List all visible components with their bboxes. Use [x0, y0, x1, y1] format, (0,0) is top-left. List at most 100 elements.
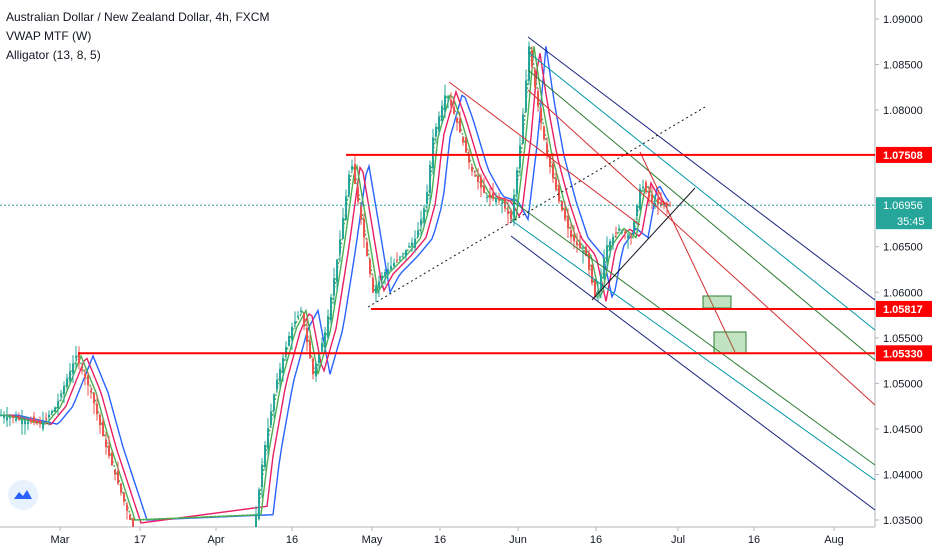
candle-body: [453, 106, 455, 114]
chart-legend: Australian Dollar / New Zealand Dollar, …: [6, 8, 269, 65]
candle-body: [306, 328, 308, 343]
candle-body: [348, 174, 350, 195]
y-tick-label: 1.05500: [883, 333, 923, 345]
candle-body: [654, 203, 656, 207]
candle-body: [465, 137, 467, 153]
current-price-label: 1.06956: [883, 200, 923, 212]
candle-body: [267, 428, 269, 449]
candle-body: [501, 203, 503, 205]
candle-body: [384, 272, 386, 277]
candle-body: [645, 182, 647, 193]
candle-body: [486, 196, 488, 198]
candle-body: [444, 95, 446, 112]
y-tick-label: 1.08000: [883, 105, 923, 117]
candle-body: [351, 166, 353, 170]
candle-body: [75, 356, 77, 359]
alligator-teeth-line: [0, 53, 670, 524]
candle-body: [357, 186, 359, 202]
candle-body: [30, 419, 32, 423]
candle-body: [0, 415, 2, 417]
projection-line: [639, 151, 736, 353]
candle-body: [303, 313, 305, 327]
tradingview-logo[interactable]: [8, 480, 38, 510]
y-tick-label: 1.04000: [883, 469, 923, 481]
candle-body: [633, 221, 635, 234]
candle-body: [111, 452, 113, 466]
candle-body: [330, 297, 332, 321]
candle-body: [279, 368, 281, 382]
candle-body: [57, 401, 59, 409]
candle-body: [318, 353, 320, 363]
x-tick-label: Apr: [207, 534, 224, 546]
candle-body: [375, 286, 377, 294]
candle-body: [117, 470, 119, 484]
candle-body: [432, 137, 434, 169]
candle-body: [411, 242, 413, 247]
candle-body: [441, 105, 443, 121]
candle-body: [42, 421, 44, 429]
candle-body: [78, 353, 80, 364]
candle-body: [291, 326, 293, 340]
candle-body: [297, 315, 299, 318]
candle-body: [321, 342, 323, 352]
candle-body: [54, 407, 56, 412]
candle-body: [498, 196, 500, 201]
alligator-jaw-line: [0, 46, 670, 521]
candle-body: [45, 417, 47, 419]
candle-body: [270, 411, 272, 426]
level-label-bg: [876, 146, 932, 163]
y-tick-label: 1.03500: [883, 515, 923, 527]
candle-body: [666, 204, 668, 206]
y-tick-label: 1.05000: [883, 378, 923, 390]
candle-body: [510, 211, 512, 220]
candle-body: [420, 219, 422, 226]
candle-body: [612, 236, 614, 246]
candle-body: [363, 219, 365, 238]
candle-body: [660, 202, 662, 206]
candle-body: [450, 100, 452, 106]
candle-body: [561, 201, 563, 211]
candle-body: [69, 371, 71, 382]
candle-body: [549, 155, 551, 168]
candle-body: [423, 208, 425, 223]
candle-body: [642, 186, 644, 188]
candle-body: [558, 185, 560, 202]
candle-body: [360, 206, 362, 220]
candle-body: [285, 346, 287, 356]
candle-body: [282, 357, 284, 373]
candle-body: [24, 420, 26, 425]
x-tick-label: Jun: [509, 534, 527, 546]
candle-body: [366, 242, 368, 256]
candle-body: [324, 332, 326, 349]
candle-body: [483, 185, 485, 193]
candle-body: [516, 170, 518, 195]
candle-body: [132, 518, 134, 527]
x-tick-label: 16: [286, 534, 298, 546]
pitchfork-line: [527, 69, 876, 361]
candle-body: [381, 275, 383, 280]
candle-body: [378, 281, 380, 288]
candle-body: [540, 108, 542, 123]
candle-body: [90, 390, 92, 393]
candle-body: [399, 256, 401, 258]
candle-body: [531, 50, 533, 67]
candle-body: [93, 393, 95, 404]
indicator-vwap: VWAP MTF (W): [6, 29, 92, 43]
candle-body: [102, 420, 104, 437]
candle-body: [81, 368, 83, 371]
trend-line-black: [591, 187, 696, 301]
candle-body: [96, 403, 98, 415]
candle-body: [570, 230, 572, 238]
x-tick-label: 16: [434, 534, 446, 546]
candle-body: [429, 164, 431, 194]
candle-body: [315, 363, 317, 377]
x-tick-label: 17: [134, 534, 146, 546]
candle-body: [459, 118, 461, 133]
indicator-alligator: Alligator (13, 8, 5): [6, 48, 101, 62]
candle-body: [564, 208, 566, 220]
candle-body: [336, 259, 338, 282]
candle-body: [18, 418, 20, 420]
candle-body: [405, 249, 407, 256]
